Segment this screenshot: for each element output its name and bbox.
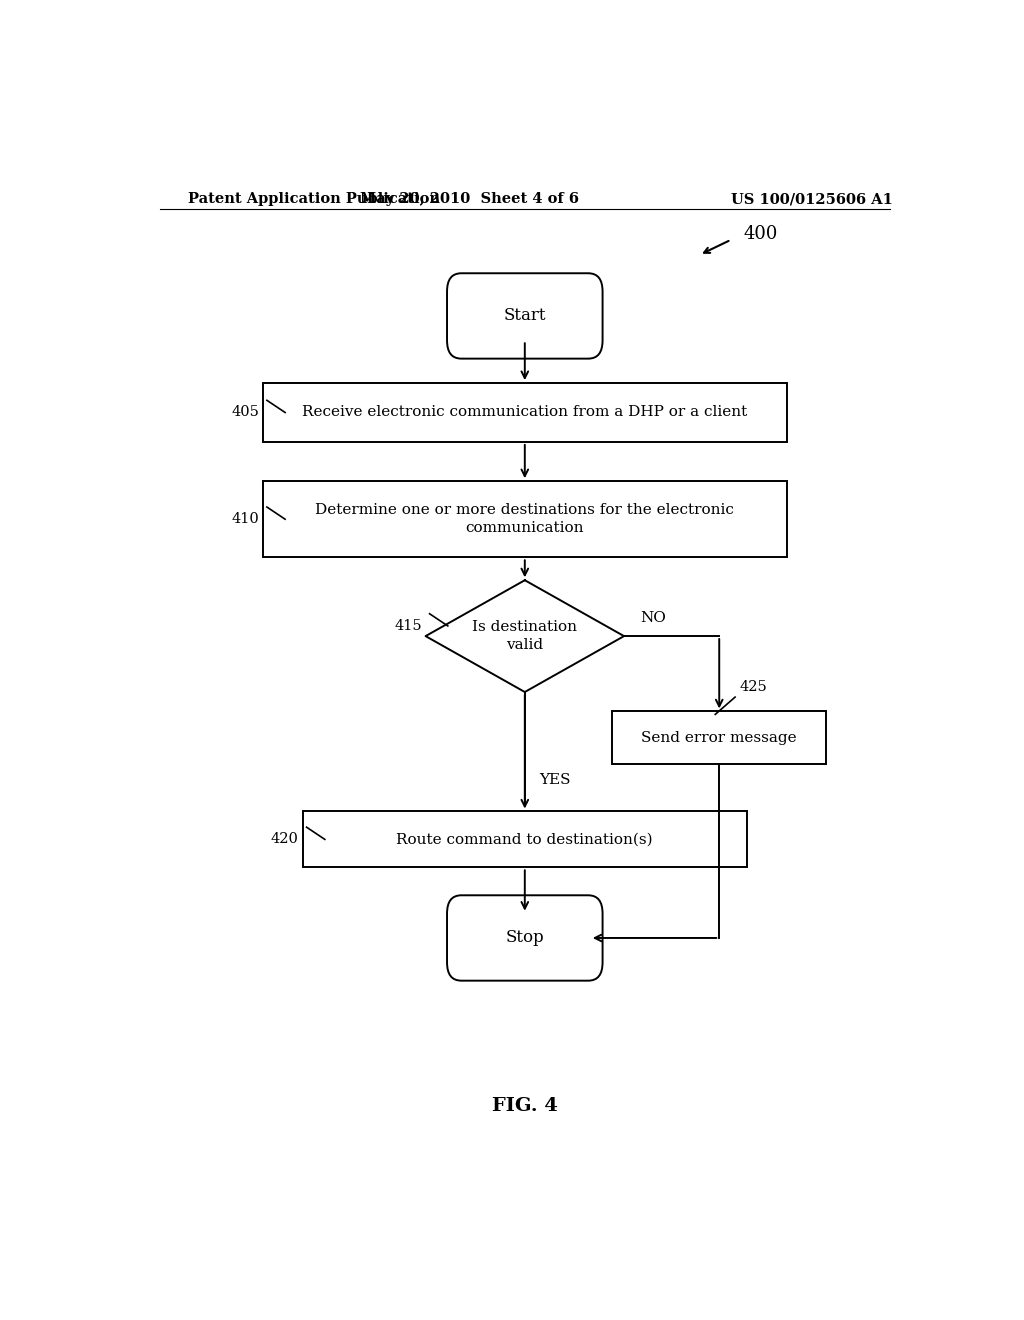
FancyBboxPatch shape bbox=[447, 895, 602, 981]
Text: Start: Start bbox=[504, 308, 546, 325]
FancyBboxPatch shape bbox=[447, 273, 602, 359]
Bar bbox=[263, 480, 786, 557]
Text: Stop: Stop bbox=[506, 929, 544, 946]
Text: NO: NO bbox=[641, 611, 667, 624]
Text: FIG. 4: FIG. 4 bbox=[492, 1097, 558, 1114]
Text: 425: 425 bbox=[739, 680, 767, 694]
Text: 420: 420 bbox=[270, 833, 299, 846]
Text: 415: 415 bbox=[394, 619, 422, 634]
Text: Patent Application Publication: Patent Application Publication bbox=[187, 191, 439, 206]
Bar bbox=[263, 383, 786, 442]
Text: May 20, 2010  Sheet 4 of 6: May 20, 2010 Sheet 4 of 6 bbox=[359, 191, 579, 206]
Bar bbox=[303, 812, 748, 867]
Text: US 100/0125606 A1: US 100/0125606 A1 bbox=[731, 191, 893, 206]
Text: Determine one or more destinations for the electronic
communication: Determine one or more destinations for t… bbox=[315, 503, 734, 536]
Bar bbox=[612, 711, 826, 764]
Text: Is destination
valid: Is destination valid bbox=[472, 620, 578, 652]
Text: 400: 400 bbox=[743, 224, 777, 243]
Text: Receive electronic communication from a DHP or a client: Receive electronic communication from a … bbox=[302, 405, 748, 420]
Text: YES: YES bbox=[539, 774, 570, 788]
Text: Send error message: Send error message bbox=[641, 731, 797, 744]
Text: 410: 410 bbox=[231, 512, 259, 527]
Text: 405: 405 bbox=[231, 405, 259, 420]
Text: Route command to destination(s): Route command to destination(s) bbox=[396, 833, 653, 846]
